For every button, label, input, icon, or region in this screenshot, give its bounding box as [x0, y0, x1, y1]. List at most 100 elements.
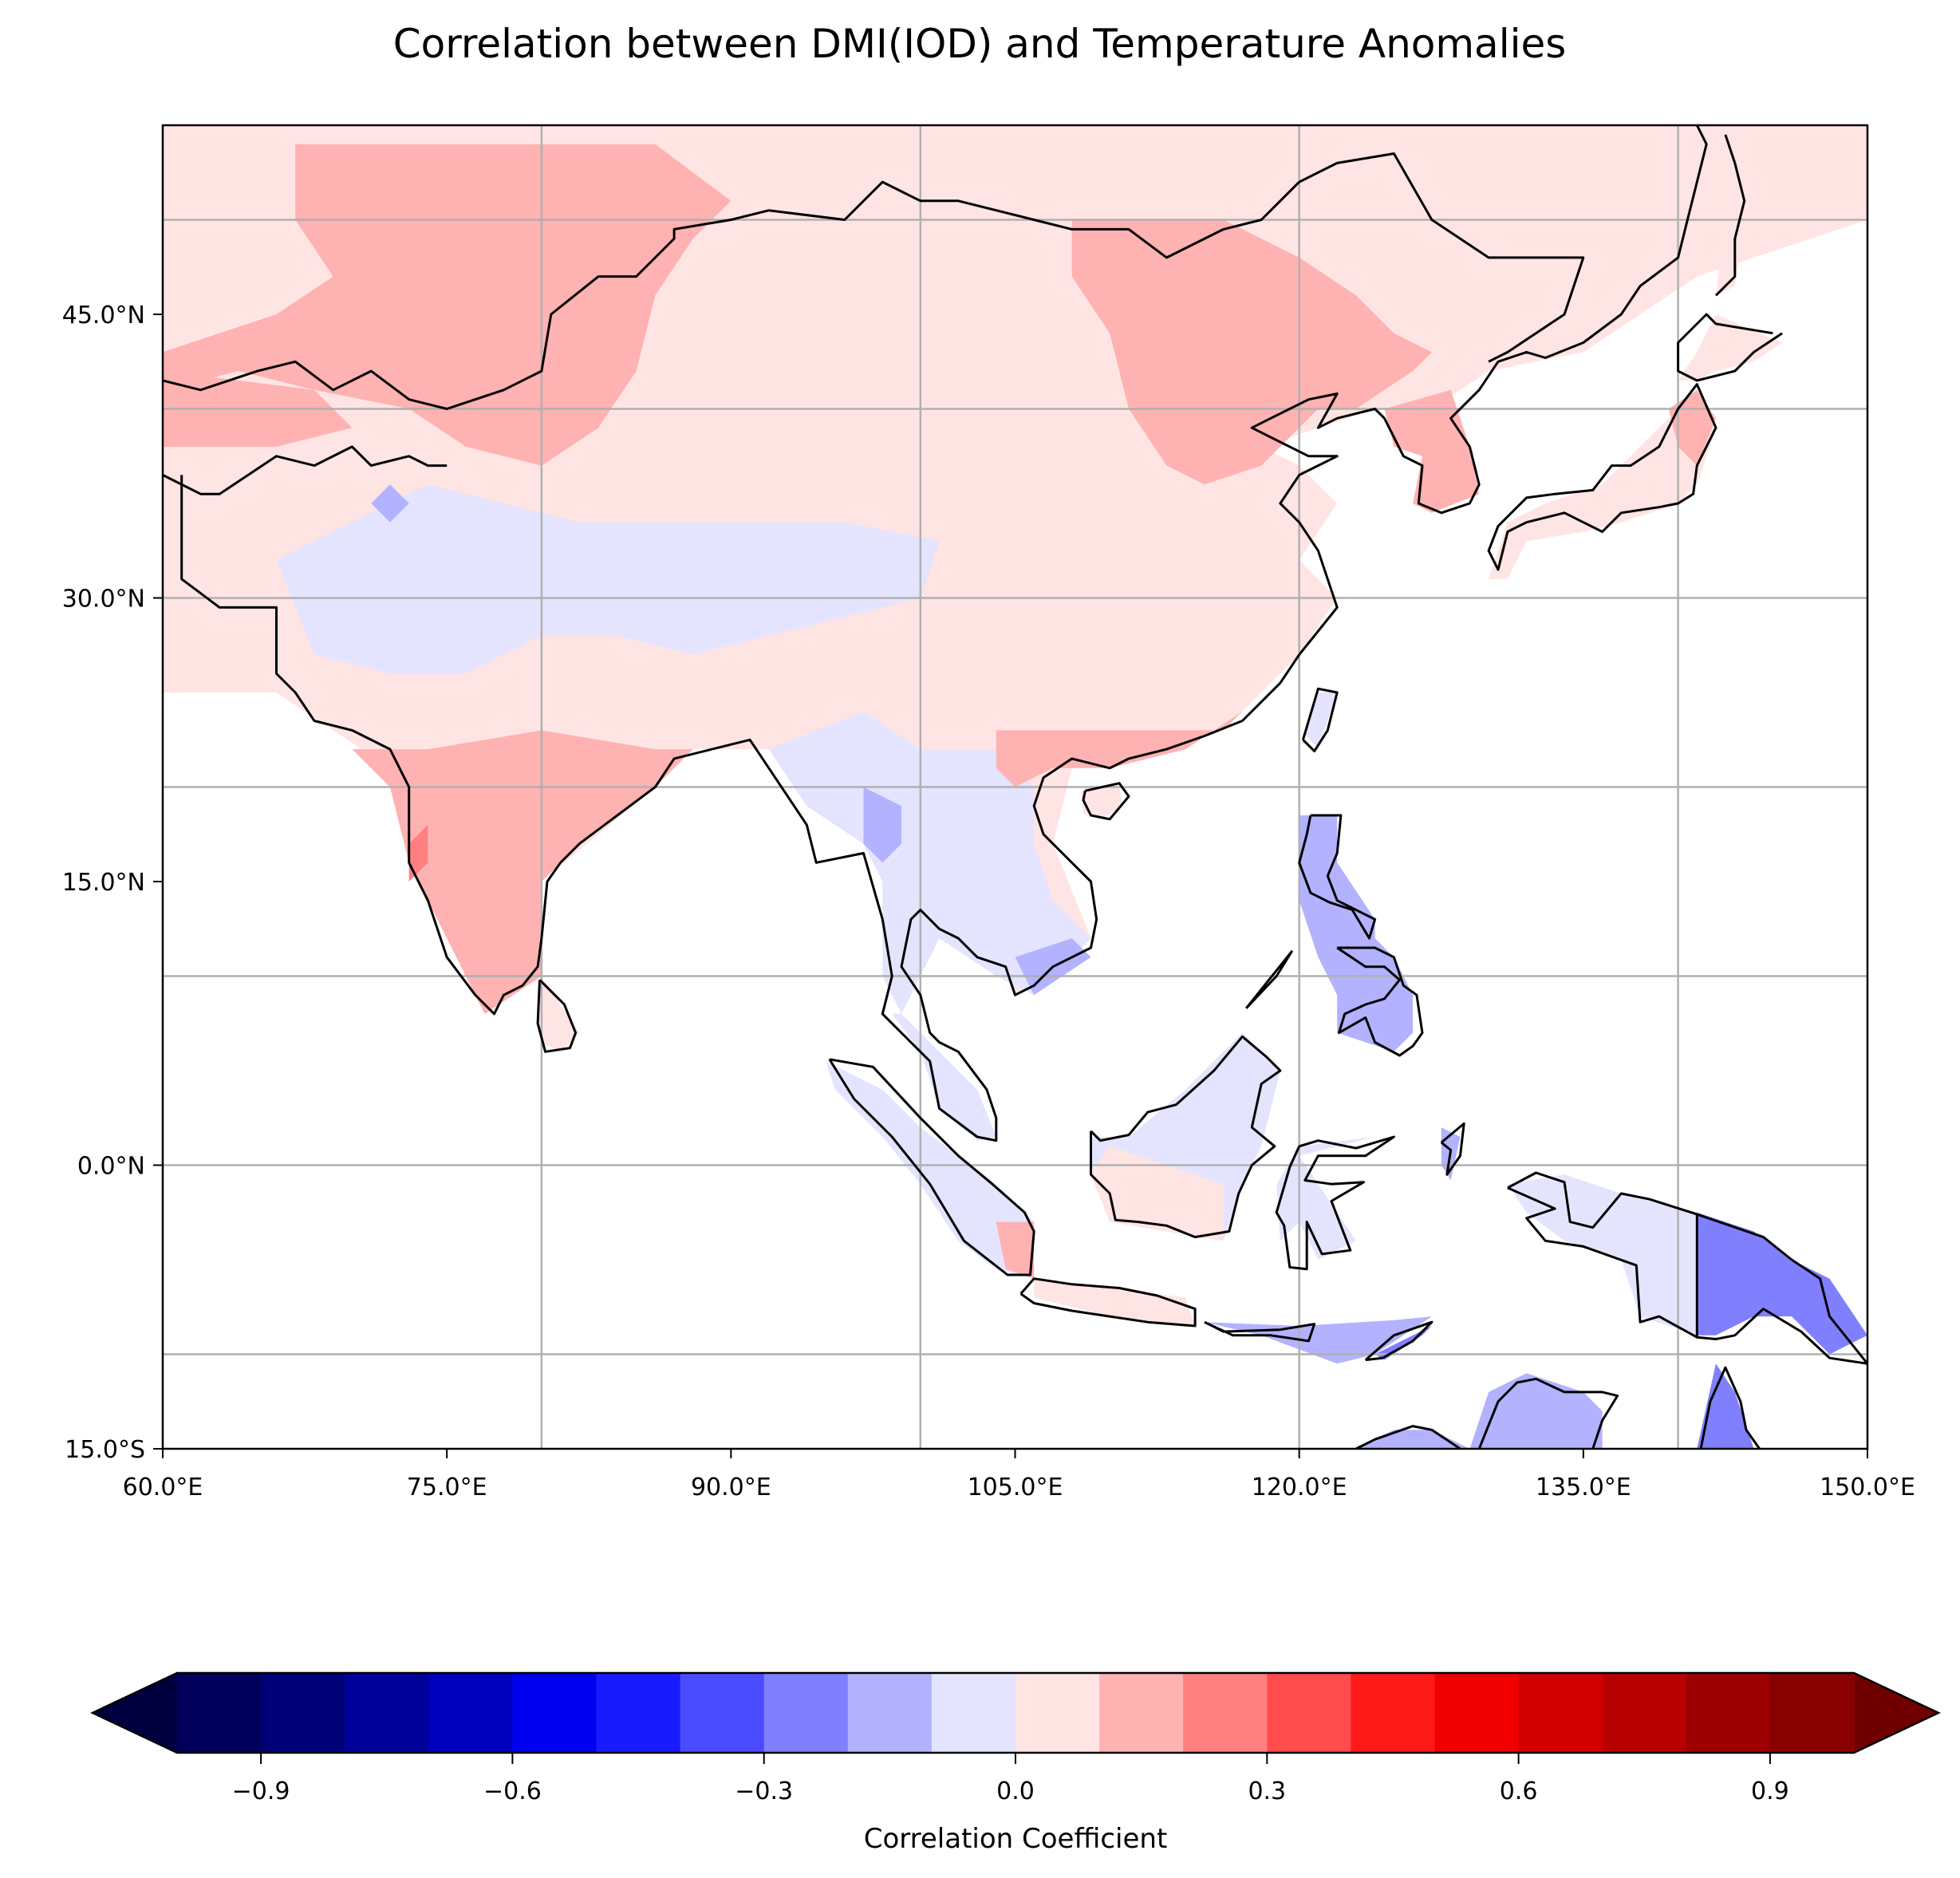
region-fill-26 [1507, 1174, 1698, 1336]
colorbar-segment [1518, 1673, 1603, 1753]
colorbar-segment [680, 1673, 765, 1753]
colorbar-segment [1602, 1673, 1687, 1753]
coastline-5 [1487, 383, 1717, 571]
region-fill-32 [1489, 389, 1716, 579]
region-fill-1 [163, 144, 732, 466]
x-tick-label: 60.0°E [123, 1474, 203, 1501]
region-fill-18 [1090, 1146, 1224, 1241]
region-fill-2 [1071, 219, 1432, 485]
region-fill-14 [892, 1013, 996, 1141]
colorbar-tick-label: 0.9 [1751, 1777, 1789, 1805]
region-fill-28 [1374, 1326, 1432, 1360]
colorbar-segment [1183, 1673, 1268, 1753]
colorbar [90, 1671, 1941, 1754]
y-tick-label: 30.0°N [62, 586, 145, 614]
colorbar-segment [763, 1673, 849, 1753]
y-tick-label: 15.0°S [65, 1436, 145, 1464]
x-tick-label: 135.0°E [1536, 1474, 1631, 1501]
region-fill-13 [1081, 787, 1123, 819]
coastline-16 [1440, 1122, 1465, 1176]
coastline-17 [1507, 1171, 1867, 1365]
colorbar-label: Correlation Coefficient [864, 1823, 1168, 1855]
x-axis-ticks: 60.0°E 75.0°E 90.0°E 105.0°E 120.0°E 135.0°E 1… [123, 1449, 1915, 1501]
colorbar-segment [1351, 1673, 1436, 1753]
colorbar-extend-over [1854, 1673, 1938, 1753]
gridlines [163, 125, 1867, 1449]
colorbar-segment [1769, 1673, 1855, 1753]
coastline-21 [1355, 1425, 1461, 1449]
y-tick-label: 0.0°N [77, 1153, 145, 1181]
coastline-7 [1082, 782, 1130, 821]
x-tick-label: 150.0°E [1820, 1474, 1915, 1501]
coastline-23 [1699, 1366, 1761, 1449]
colorbar-segment [1267, 1673, 1351, 1753]
coastline-2 [180, 125, 1708, 1142]
colorbar-segment [596, 1673, 681, 1753]
colorbar-tick-label: 0.6 [1500, 1777, 1538, 1805]
y-tick-label: 15.0°N [62, 869, 145, 897]
colorbar-segment [1686, 1673, 1771, 1753]
x-tick-label: 75.0°E [407, 1474, 487, 1501]
x-tick-label: 120.0°E [1252, 1474, 1347, 1501]
colorbar-tick-label: 0.0 [996, 1777, 1035, 1805]
x-tick-label: 105.0°E [968, 1474, 1063, 1501]
coastline-6 [536, 979, 578, 1053]
region-fill-10 [863, 787, 901, 863]
colorbar-tick-label: −0.6 [483, 1777, 542, 1805]
colorbar-segment [261, 1673, 345, 1753]
colorbar-segment [512, 1673, 597, 1753]
coastline-11 [1090, 1035, 1282, 1239]
region-fill-31 [1384, 389, 1480, 513]
coastline-20 [1204, 1320, 1316, 1343]
region-fill-27 [1697, 1212, 1867, 1355]
coastline-12 [1275, 1135, 1395, 1271]
region-fill-15 [826, 1061, 1035, 1279]
region-fill-21 [1276, 1137, 1375, 1260]
region-fill-16 [996, 1221, 1035, 1279]
colorbar-segment [1099, 1673, 1184, 1753]
coastline-13 [1298, 814, 1377, 940]
coastline-10 [1019, 1277, 1197, 1328]
colorbar-segment [931, 1673, 1016, 1753]
region-fill-7 [408, 824, 428, 882]
coastline-layer [163, 125, 1867, 1449]
x-tick-label: 90.0°E [691, 1474, 771, 1501]
region-fill-30 [1697, 1363, 1754, 1449]
region-fill-6 [352, 730, 693, 1014]
colorbar-ticks: −0.9 −0.6 −0.3 0.0 0.3 0.6 0.9 [232, 1753, 1789, 1805]
coastline-19 [1364, 1320, 1434, 1362]
correlation-fill-layer [163, 125, 1867, 1449]
coastline-14 [1336, 946, 1424, 1057]
region-fill-5 [371, 484, 409, 523]
coastline-0 [163, 152, 1585, 410]
colorbar-tick-label: 0.3 [1248, 1777, 1286, 1805]
region-fill-34 [1678, 314, 1783, 381]
region-fill-4 [276, 484, 940, 674]
coastline-22 [1477, 1377, 1619, 1449]
region-fill-29 [1355, 1373, 1603, 1449]
y-tick-label: 45.0°N [62, 302, 145, 329]
colorbar-segment [847, 1673, 933, 1753]
coastline-9 [828, 1058, 1035, 1276]
coastline-3 [1714, 134, 1746, 297]
region-fill-19 [1034, 1278, 1196, 1326]
chart-title: Correlation between DMI(IOD) and Tempera… [393, 21, 1567, 67]
map-plot-area [161, 124, 1869, 1450]
coastline-4 [1677, 313, 1783, 382]
colorbar-segment [1434, 1673, 1520, 1753]
colorbar-tick-label: −0.3 [735, 1777, 793, 1805]
colorbar-outline [90, 1671, 1941, 1754]
region-fill-8 [538, 976, 580, 1052]
coastline-15 [1245, 950, 1293, 1009]
colorbar-segment [428, 1673, 513, 1753]
region-fill-24 [1304, 692, 1338, 750]
colorbar-segment [1015, 1673, 1100, 1753]
colorbar-segment [345, 1673, 429, 1753]
colorbar-extend-under [93, 1673, 177, 1753]
y-axis-ticks: 15.0°S 0.0°N 15.0°N 30.0°N 45.0°N [62, 302, 163, 1464]
colorbar-tick-label: −0.9 [232, 1777, 290, 1805]
colorbar-segment [177, 1673, 262, 1753]
coastline-8 [1301, 687, 1339, 752]
coastline-1 [163, 445, 448, 495]
